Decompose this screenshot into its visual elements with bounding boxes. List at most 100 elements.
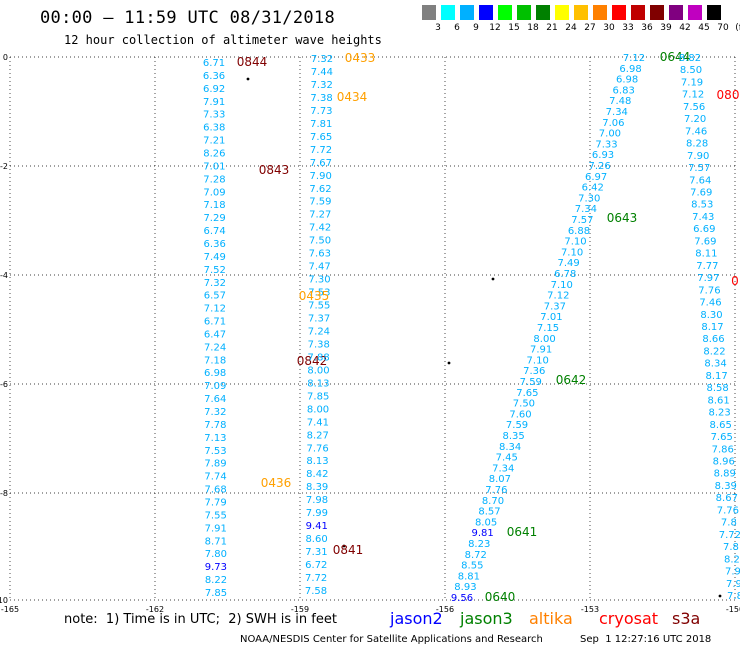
credit-text: NOAA/NESDIS Center for Satellite Applica… xyxy=(240,634,543,645)
swh-value: 7.44 xyxy=(311,67,333,78)
legend-label: 39 xyxy=(660,23,672,33)
swh-value: 8.35 xyxy=(502,431,524,442)
swh-value: 7.47 xyxy=(309,262,331,273)
swh-value: 7.01 xyxy=(203,161,225,172)
swh-value: 7.8 xyxy=(721,518,737,529)
pass-time-label: 0433 xyxy=(345,51,376,65)
swh-value: 8.39 xyxy=(715,481,737,492)
swh-value: 7.12 xyxy=(547,291,569,302)
swh-value: 7.55 xyxy=(308,301,330,312)
lon-tick-label: -165 xyxy=(1,605,19,614)
legend-swatch xyxy=(650,5,664,20)
island-dot xyxy=(447,361,451,365)
legend-label: 21 xyxy=(546,23,558,33)
swh-value: 7.73 xyxy=(310,106,332,117)
swh-value: 6.36 xyxy=(204,239,226,250)
swh-value: 7.52 xyxy=(204,265,226,276)
swh-value: 7.00 xyxy=(599,129,621,140)
swh-value: 6.98 xyxy=(619,64,641,75)
swh-value: 7.34 xyxy=(492,463,514,474)
swh-value: 8.61 xyxy=(708,395,730,406)
legend-swatch xyxy=(422,5,436,20)
swh-value: 7.10 xyxy=(551,280,573,291)
swh-value: 7.32 xyxy=(311,80,333,91)
swh-value: 8.70 xyxy=(482,496,504,507)
swh-value: 7.37 xyxy=(544,301,566,312)
legend-label: 36 xyxy=(641,23,653,33)
legend-swatch xyxy=(441,5,455,20)
swh-value: 7.38 xyxy=(308,339,330,350)
legend-label: 70 xyxy=(717,23,729,33)
lat-tick-label: -2 xyxy=(0,162,8,171)
swh-value: 7.62 xyxy=(309,184,331,195)
swh-value: 7.31 xyxy=(305,547,327,558)
swh-value: 7.56 xyxy=(683,102,705,113)
swh-value: 7.28 xyxy=(203,174,225,185)
swh-value: 7.65 xyxy=(516,388,538,399)
legend-label: 42 xyxy=(679,23,691,33)
footer-note: note: 1) Time is in UTC; 2) SWH is in fe… xyxy=(64,612,337,627)
swh-value: 7.43 xyxy=(692,212,714,223)
swh-value: 7.32 xyxy=(204,407,226,418)
pass-time-label: 0842 xyxy=(297,354,328,368)
swh-value: 8.11 xyxy=(695,249,717,260)
pass-time-label: 0843 xyxy=(259,163,290,177)
legend-swatch xyxy=(460,5,474,20)
swh-value: 7.12 xyxy=(623,53,645,64)
swh-value: 7.29 xyxy=(203,213,225,224)
swh-value: 7.18 xyxy=(203,200,225,211)
satellite-label-cryosat: cryosat xyxy=(599,609,659,628)
legend-label: 30 xyxy=(603,23,615,33)
page-title: 00:00 – 11:59 UTC 08/31/2018 xyxy=(40,8,335,28)
satellite-label-jason2: jason2 xyxy=(390,609,443,628)
legend-label: 24 xyxy=(565,23,577,33)
swh-value: 7.41 xyxy=(307,417,329,428)
swh-value: 7.89 xyxy=(204,459,226,470)
swh-value: 7.49 xyxy=(558,258,580,269)
swh-value: 9.81 xyxy=(472,528,494,539)
swh-value: 7.76 xyxy=(698,285,720,296)
swh-value: 8.17 xyxy=(705,371,727,382)
swh-value: 8.96 xyxy=(713,457,735,468)
swh-value: 8.89 xyxy=(714,469,736,480)
swh-value: 8.17 xyxy=(701,322,723,333)
swh-value: 7.69 xyxy=(690,188,712,199)
swh-value: 7.34 xyxy=(575,204,597,215)
lat-tick-label: -10 xyxy=(0,596,8,605)
swh-value: 8.82 xyxy=(679,53,701,64)
swh-value: 7.53 xyxy=(308,288,330,299)
swh-value: 8.13 xyxy=(306,456,328,467)
swh-value: 6.72 xyxy=(305,560,327,571)
swh-value: 7.21 xyxy=(203,136,225,147)
legend-label: 33 xyxy=(622,23,634,33)
swh-value: 8.00 xyxy=(307,404,329,415)
island-dot xyxy=(246,77,250,81)
swh-value: 7.69 xyxy=(694,236,716,247)
swh-value: 7.9 xyxy=(725,567,740,578)
legend-swatch xyxy=(631,5,645,20)
swh-value: 8.50 xyxy=(680,65,702,76)
swh-value: 6.42 xyxy=(582,183,604,194)
swh-value: 8.71 xyxy=(205,536,227,547)
swh-value: 9.41 xyxy=(306,521,328,532)
swh-value: 6.92 xyxy=(203,84,225,95)
timestamp-text: Sep 1 12:27:16 UTC 2018 xyxy=(580,634,712,645)
swh-value: 6.98 xyxy=(616,75,638,86)
swh-value: 7.38 xyxy=(310,93,332,104)
satellite-label-s3a: s3a xyxy=(672,609,701,628)
pass-time-label: 0642 xyxy=(556,373,587,387)
lon-tick-label: -153 xyxy=(581,605,599,614)
swh-value: 8.00 xyxy=(307,365,329,376)
satellite-label-jason3: jason3 xyxy=(460,609,513,628)
swh-value: 6.83 xyxy=(613,85,635,96)
swh-value: 7.12 xyxy=(682,90,704,101)
swh-value: 8.22 xyxy=(703,346,725,357)
swh-value: 7.99 xyxy=(306,508,328,519)
swh-value: 7.20 xyxy=(684,114,706,125)
pass-time-label: 0644 xyxy=(660,50,691,64)
swh-value: 6.74 xyxy=(204,226,226,237)
legend-swatch xyxy=(669,5,683,20)
pass-time-label: 0640 xyxy=(485,590,516,604)
legend-swatch xyxy=(498,5,512,20)
